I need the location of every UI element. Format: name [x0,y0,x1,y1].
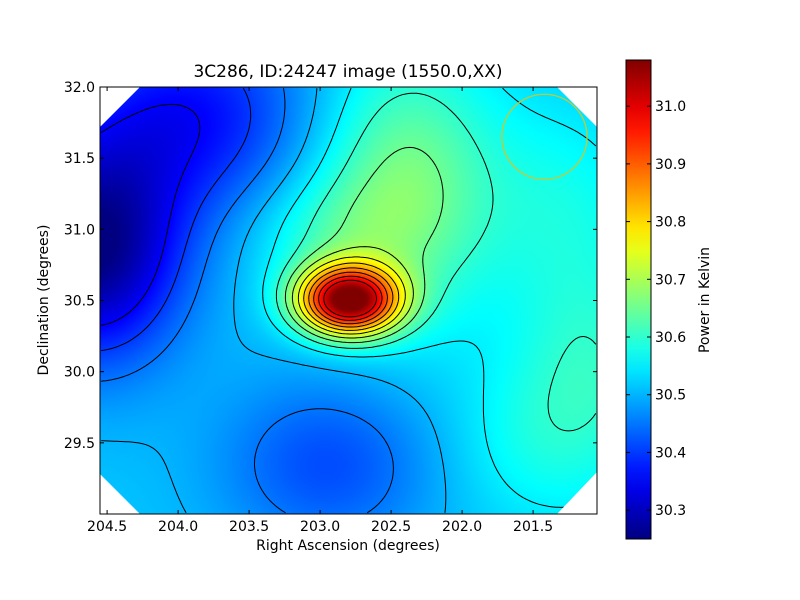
y-axis-title: Declination (degrees) [36,225,52,376]
x-tick-label: 204.0 [158,519,198,535]
y-axis-ticks: 29.5 30.0 30.5 31.0 31.5 32.0 [64,80,597,452]
contour-line [101,88,394,514]
colorbar-tick-label: 30.9 [655,157,686,173]
colorbar [625,59,652,540]
y-tick-label: 31.5 [64,151,95,167]
beam-circle [501,93,588,181]
x-tick-label: 203.0 [300,519,340,535]
contour-line [291,246,414,339]
x-tick-label: 204.5 [87,519,127,535]
contour-line [318,275,383,321]
contour-line [262,87,597,508]
heatmap-image [100,87,597,514]
contour-lines [100,87,597,514]
contour-line [297,256,406,335]
y-tick-label: 31.0 [64,222,95,238]
contour-line [308,267,394,328]
contour-line [100,103,201,326]
colorbar-tick-label: 30.3 [655,503,686,519]
x-tick-label: 202.0 [442,519,482,535]
colorbar-tick-label: 31.0 [655,99,686,115]
x-axis-ticks: 204.5 204.0 203.5 203.0 202.5 202.0 201.5 [87,87,553,535]
contour-line [101,88,447,514]
colorbar-tick-label: 30.5 [655,388,686,404]
y-tick-label: 30.0 [64,365,95,381]
y-tick-label: 29.5 [64,436,95,452]
colorbar-tick-label: 30.6 [655,330,686,346]
x-tick-label: 202.5 [371,519,411,535]
y-tick-label: 30.5 [64,294,95,310]
y-tick-label: 32.0 [64,80,95,96]
contour-line [303,262,400,331]
colorbar-tick-label: 30.4 [655,445,686,461]
chart-title: 3C286, ID:24247 image (1550.0,XX) [193,62,502,82]
x-tick-label: 201.5 [513,519,553,535]
contour-line [275,92,597,432]
colorbar-title: Power in Kelvin [697,247,713,353]
contour-line [323,279,377,318]
x-axis-title: Right Ascension (degrees) [256,538,440,554]
contour-line [284,146,444,344]
x-tick-label: 203.5 [229,519,269,535]
colorbar-ticks: 30.3 30.4 30.5 30.6 30.7 30.8 30.9 31.0 [626,99,686,519]
colorbar-tick-label: 30.7 [655,272,686,288]
colorbar-tick-label: 30.8 [655,215,686,231]
heatmap-area [100,87,597,514]
contour-line [313,271,388,325]
